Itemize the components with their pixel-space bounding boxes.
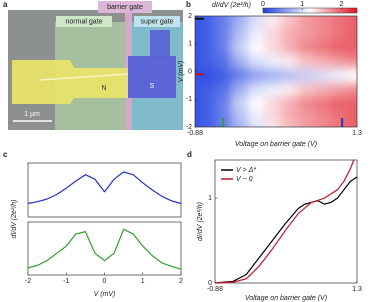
x-tick-label: -2 xyxy=(25,278,31,285)
x-tick-label: -1 xyxy=(63,278,69,285)
heatmap-cell xyxy=(345,74,357,97)
x-tick-label: 1.3 xyxy=(352,130,362,137)
heatmap-cell xyxy=(215,16,240,27)
heatmap-cell xyxy=(313,16,338,27)
heatmap-cell xyxy=(297,16,322,27)
colorbar xyxy=(262,7,358,14)
data-line xyxy=(214,176,358,284)
data-line xyxy=(214,159,355,284)
panel-label: b xyxy=(186,0,191,9)
heatmap-cell xyxy=(345,102,357,125)
colorbar-tick-label: 2 xyxy=(339,1,343,8)
heatmap-cell xyxy=(345,32,357,55)
heatmap-cell xyxy=(199,16,224,27)
x-tick-label: -0.88 xyxy=(207,286,223,293)
axes-frame xyxy=(27,221,182,276)
x-tick-label: 2 xyxy=(179,278,183,285)
heatmap-cell xyxy=(329,16,354,27)
legend-label: V ~ 0 xyxy=(236,176,253,183)
heatmap-cell xyxy=(231,16,257,27)
y-axis-label: V (mV) xyxy=(178,61,185,83)
axes-frame xyxy=(27,162,182,218)
heatmap-cell xyxy=(280,16,306,27)
heatmap xyxy=(195,16,357,127)
axes-frame xyxy=(214,159,358,284)
y-tick-label: 2 xyxy=(188,13,192,20)
heatmap-cell xyxy=(345,16,357,27)
x-tick-label: 1.3 xyxy=(352,286,362,293)
y-axis-label: dI/dV (2e²/h) xyxy=(197,202,204,241)
lead-label: N xyxy=(101,85,106,92)
panel-label: d xyxy=(187,150,192,159)
x-tick-label: -0.88 xyxy=(187,130,203,137)
panel-label: a xyxy=(3,0,8,9)
y-tick-label: 1 xyxy=(208,195,212,202)
y-tick-label: 0 xyxy=(208,280,212,287)
x-tick-label: 1 xyxy=(141,278,145,285)
micrograph xyxy=(8,1,183,130)
heatmap-cell xyxy=(345,46,357,69)
heatmap-cell xyxy=(264,16,289,27)
panel-label: c xyxy=(3,150,8,159)
colorbar-tick-label: 1 xyxy=(300,1,304,8)
heatmap-cell xyxy=(345,88,357,111)
data-line xyxy=(27,171,182,205)
x-axis-label: Voltage on barrier gate (V) xyxy=(245,295,327,302)
gate-label: normal gate xyxy=(66,18,103,25)
heatmap-cell xyxy=(248,16,273,27)
y-tick-label: -1 xyxy=(186,96,192,103)
heatmap-cell xyxy=(345,60,357,83)
colorbar-tick-label: 0 xyxy=(261,1,265,8)
heatmap-cell xyxy=(345,18,357,41)
colorbar-label: dI/dV (2e²/h) xyxy=(212,2,251,9)
gate-label: barrier gate xyxy=(107,4,143,11)
x-tick-label: 0 xyxy=(103,278,107,285)
x-axis-label: Voltage on barrier gate (V) xyxy=(235,141,317,148)
y-tick-label: 0 xyxy=(188,68,192,75)
legend-label: V > Δ* xyxy=(236,167,256,174)
x-axis-label: V (mV) xyxy=(94,291,116,298)
heatmap-cells xyxy=(195,16,357,127)
lead-label: S xyxy=(150,83,155,90)
data-line xyxy=(27,228,182,270)
y-tick-label: -2 xyxy=(186,124,192,131)
gate-label: super gate xyxy=(140,18,173,25)
y-tick-label: 1 xyxy=(188,41,192,48)
scale-bar-label: 1 µm xyxy=(24,111,40,118)
y-axis-label: dI/dV (2e²/h) xyxy=(11,200,18,239)
